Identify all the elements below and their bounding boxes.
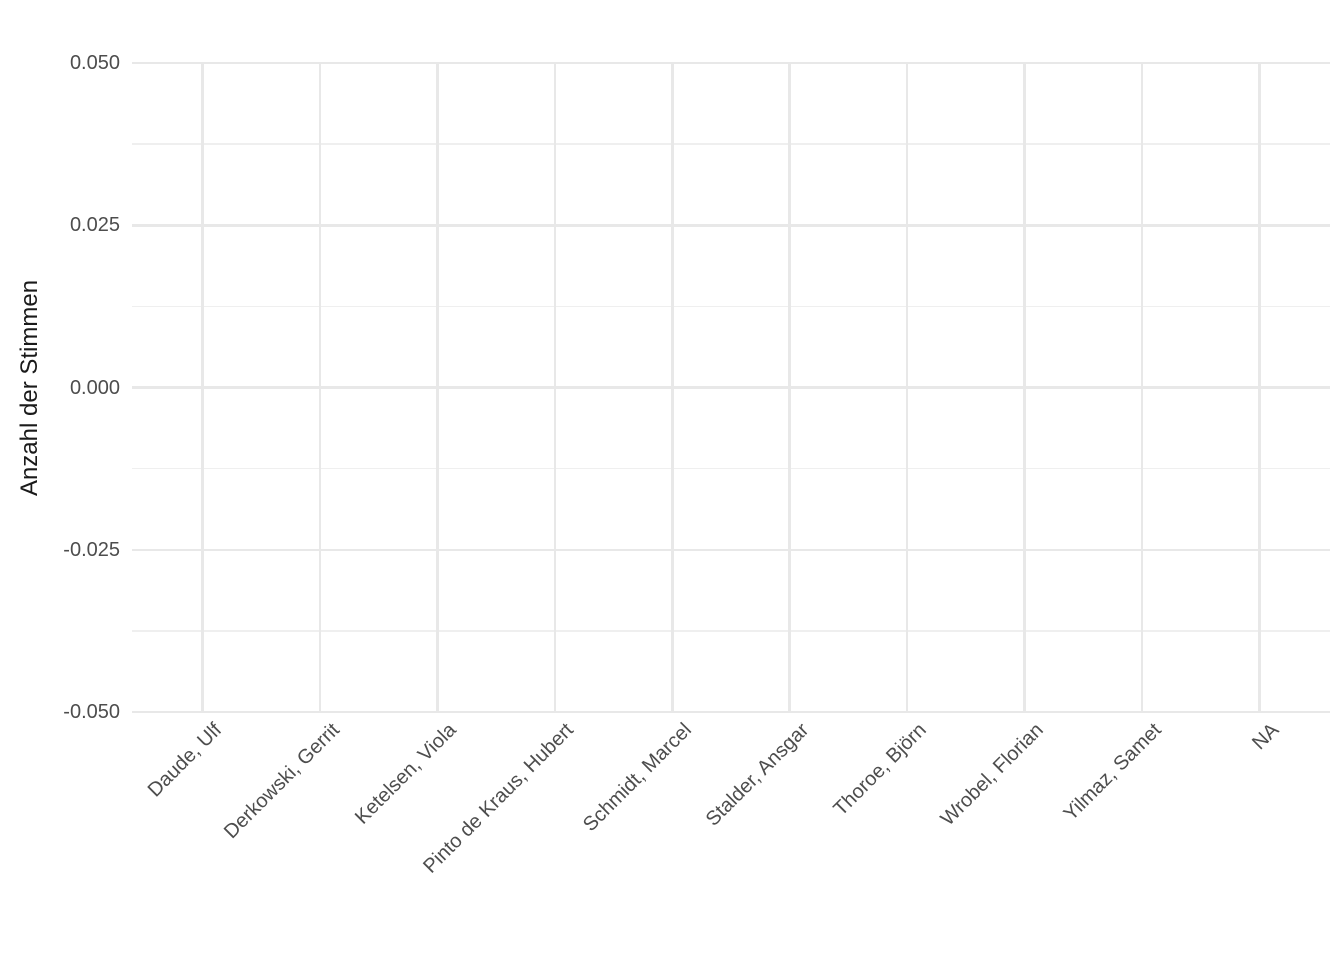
y-axis-title-wrap: Anzahl der Stimmen [0, 63, 60, 712]
y-axis-title: Anzahl der Stimmen [16, 279, 43, 496]
plot-panel [132, 61, 1330, 714]
gridline-x-major [671, 63, 674, 712]
x-tick-label: Wrobel, Florian [937, 719, 1049, 831]
gridline-y-major [132, 548, 1330, 551]
gridline-y-major [132, 710, 1330, 714]
x-tick-label: Schmidt, Marcel [578, 719, 696, 836]
gridline-x-major [436, 63, 439, 712]
y-tick-label: 0.000 [69, 376, 120, 399]
gridline-y-minor [132, 630, 1330, 632]
gridline-y-minor [132, 467, 1330, 470]
x-tick-label: Daude, Ulf [143, 719, 227, 802]
gridline-x-major [1258, 63, 1261, 712]
x-tick-label: Yilmaz, Samet [1059, 719, 1166, 826]
y-tick-label: -0.050 [63, 701, 120, 723]
gridline-y-minor [132, 305, 1330, 308]
x-tick-label: Stalder, Ansgar [701, 719, 814, 831]
x-tick-label: Derkowski, Gerrit [219, 719, 344, 843]
y-tick-label: 0.025 [69, 214, 120, 237]
gridline-x-major [788, 63, 791, 712]
y-tick-label: -0.025 [63, 538, 120, 561]
x-tick-label: NA [1247, 719, 1284, 755]
gridline-x-major [318, 63, 322, 712]
gridline-x-major [905, 63, 909, 712]
gridline-y-major [132, 386, 1330, 389]
gridline-x-major [201, 63, 204, 712]
y-tick-label: 0.050 [69, 52, 120, 74]
gridline-y-major [132, 61, 1330, 65]
x-tick-label: Thoroe, Björn [829, 719, 931, 821]
gridline-x-major [1023, 63, 1026, 712]
gridline-x-major [553, 63, 557, 712]
gridline-x-major [1140, 63, 1144, 712]
x-tick-label: Ketelsen, Viola [351, 719, 461, 829]
gridline-y-major [132, 224, 1330, 227]
gridline-y-minor [132, 143, 1330, 145]
